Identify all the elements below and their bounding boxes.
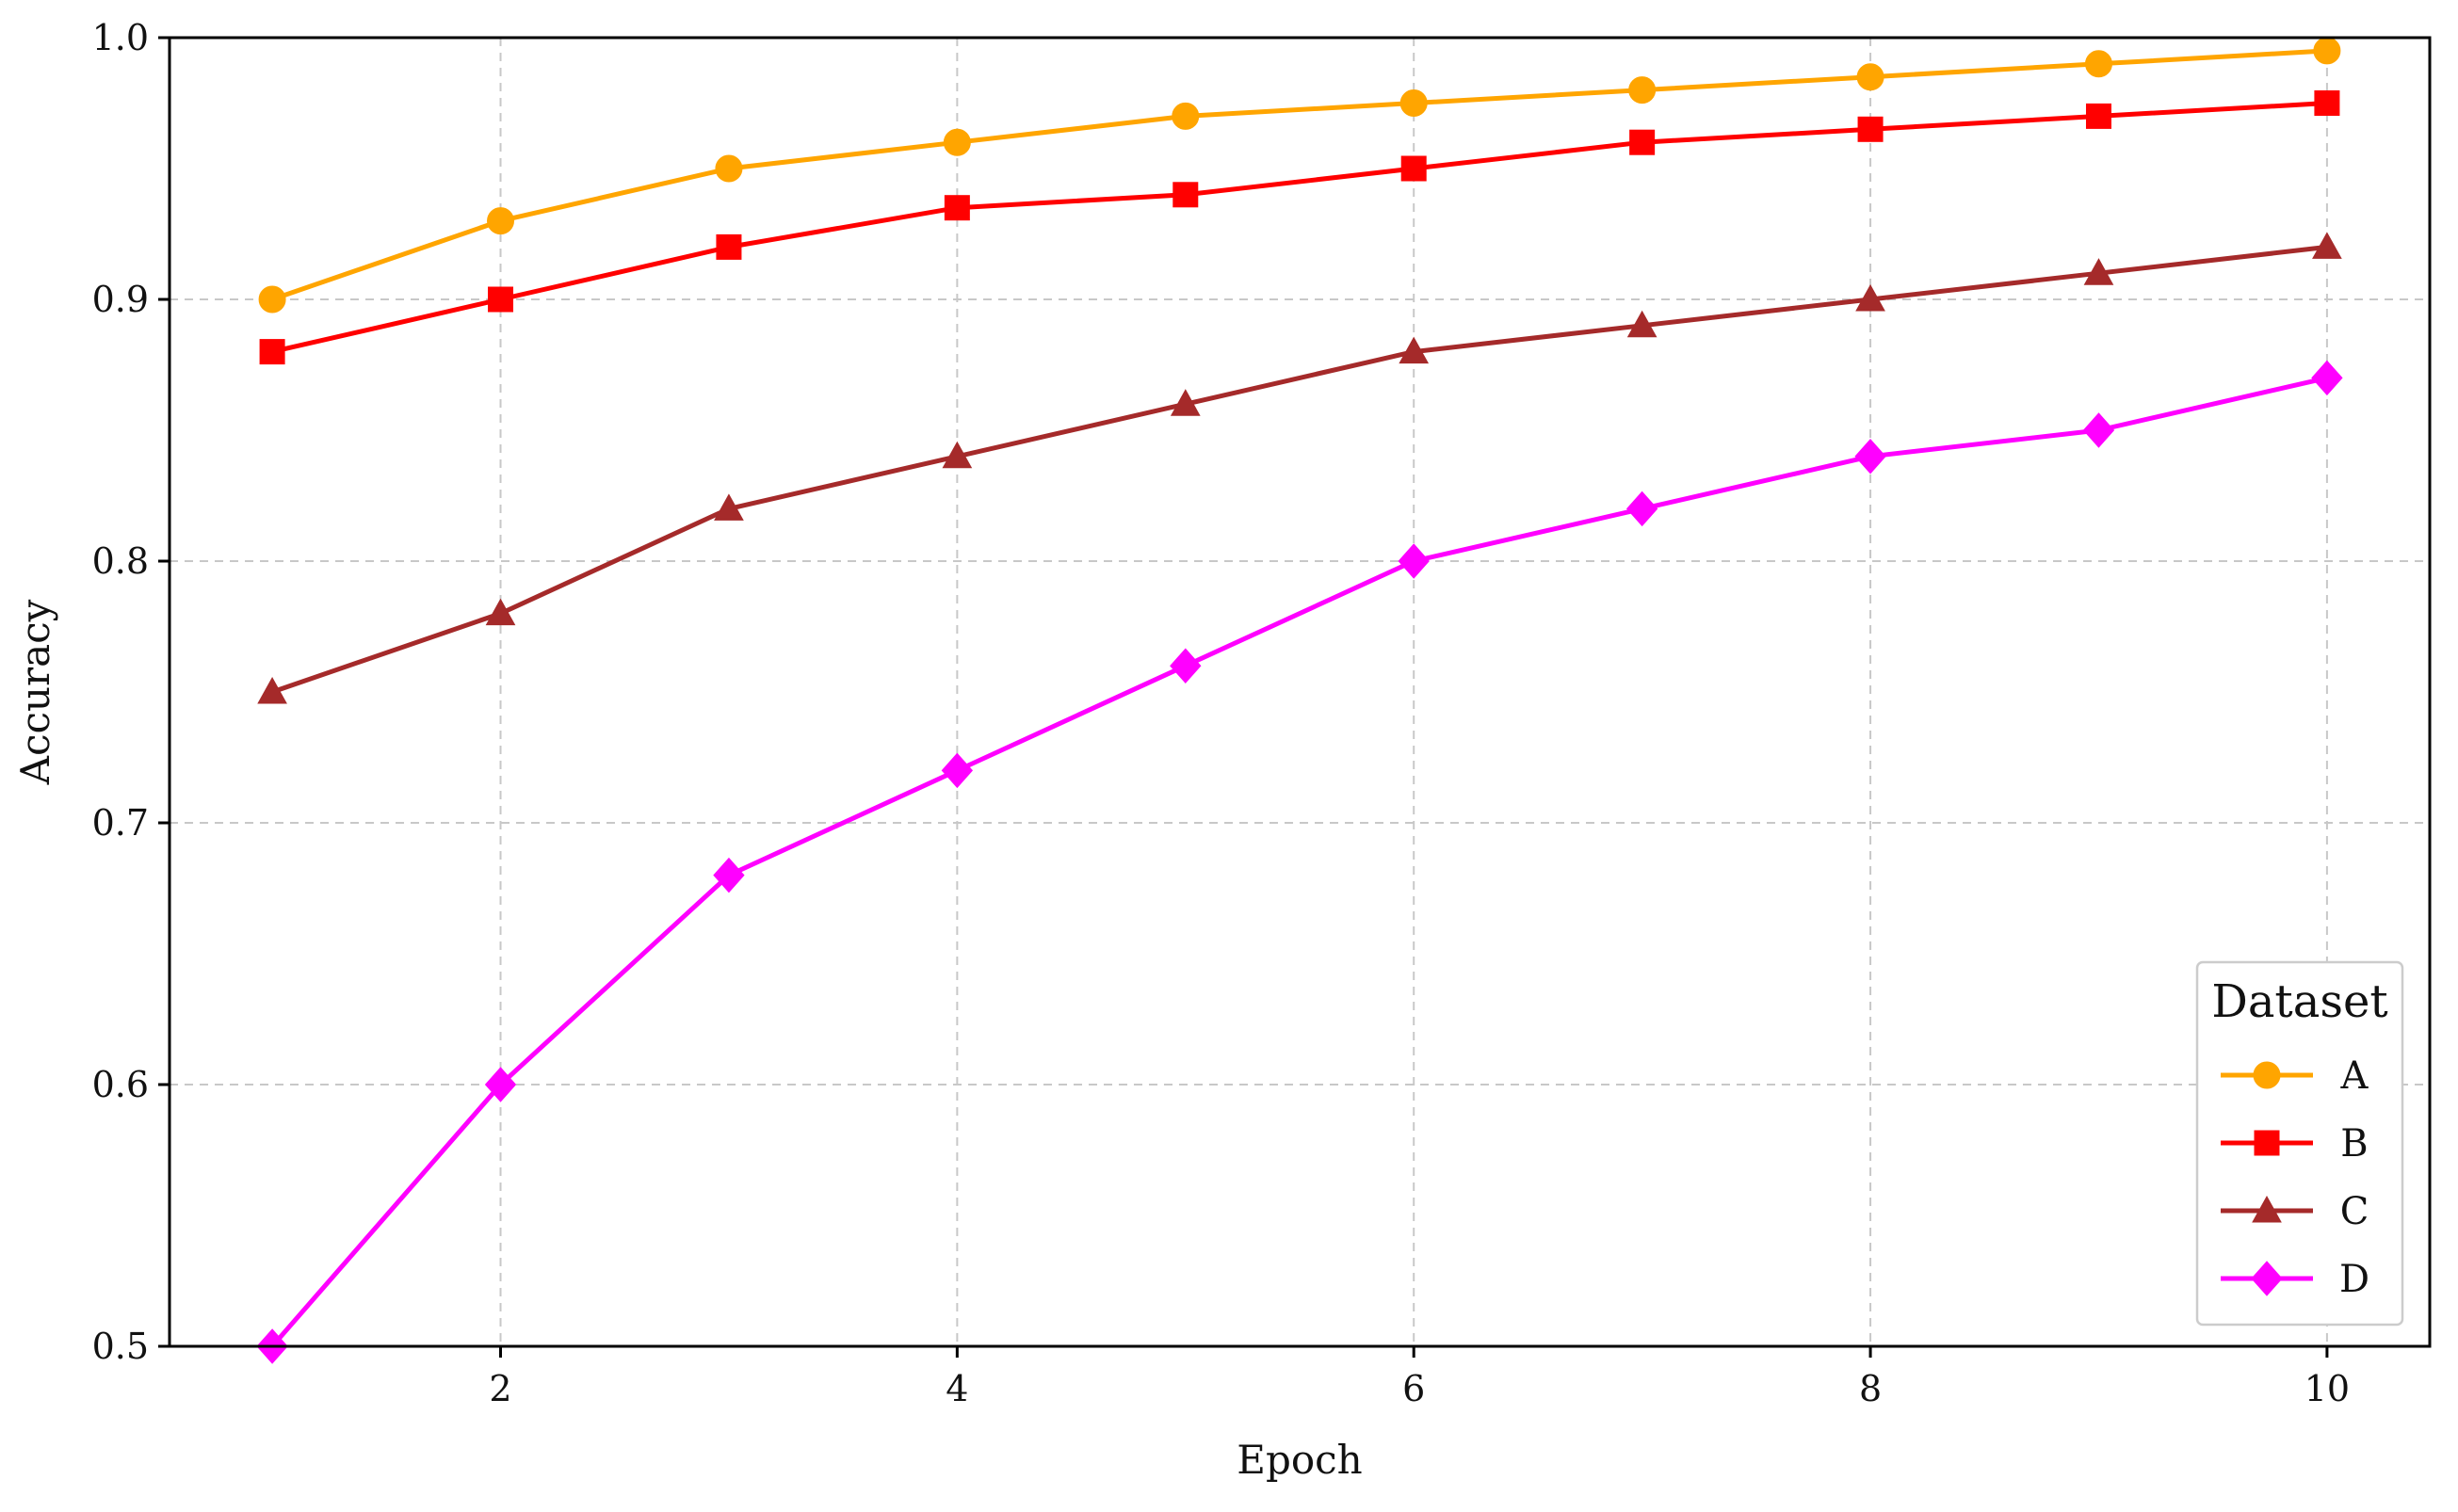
- data-point-A: [1856, 63, 1884, 91]
- x-tick-label: 4: [946, 1368, 968, 1409]
- data-point-B: [944, 195, 970, 221]
- data-point-B: [2085, 103, 2111, 129]
- data-point-D: [2311, 360, 2343, 396]
- legend-marker: [2252, 1195, 2282, 1223]
- data-point-C: [714, 493, 744, 521]
- data-point-D: [1398, 543, 1430, 579]
- data-point-D: [1625, 491, 1658, 527]
- data-point-D: [1170, 648, 1202, 684]
- data-point-C: [942, 441, 973, 469]
- series-group: [256, 37, 2343, 1364]
- data-point-C: [1626, 310, 1658, 338]
- data-point-A: [487, 207, 515, 235]
- data-point-D: [1854, 439, 1886, 475]
- y-tick-label: 1.0: [92, 17, 149, 58]
- data-point-D: [484, 1067, 517, 1102]
- x-tick-label: 6: [1402, 1368, 1425, 1409]
- series-line-B: [271, 101, 2328, 355]
- data-point-B: [1400, 155, 1427, 182]
- data-point-A: [1399, 89, 1428, 117]
- data-point-C: [2312, 232, 2342, 259]
- plot-frame: [168, 36, 2432, 1348]
- data-point-B: [488, 286, 514, 313]
- legend-label: A: [2340, 1054, 2369, 1098]
- series-D: [256, 360, 2343, 1364]
- y-tick-label: 0.5: [92, 1326, 149, 1367]
- legend-entry-B: B: [2221, 1122, 2369, 1166]
- data-point-B: [2314, 90, 2340, 116]
- x-tick-label: 10: [2304, 1368, 2350, 1409]
- y-tick-label: 0.8: [92, 540, 149, 582]
- data-point-B: [1857, 116, 1884, 142]
- y-tick-label: 0.9: [92, 279, 149, 320]
- data-point-A: [943, 128, 971, 156]
- data-point-B: [1629, 129, 1656, 155]
- series-B: [259, 90, 2340, 365]
- data-point-C: [1170, 389, 1201, 416]
- grid-lines: [170, 37, 2430, 1347]
- y-tick-label: 0.6: [92, 1064, 149, 1105]
- x-tick-label: 2: [489, 1368, 511, 1409]
- legend-marker: [2251, 1261, 2283, 1296]
- y-axis-label: Accuracy: [12, 599, 58, 785]
- data-point-C: [485, 598, 516, 626]
- data-point-C: [1855, 283, 1885, 312]
- series-A: [258, 37, 2341, 314]
- data-point-C: [1399, 336, 1430, 364]
- legend-entry-D: D: [2221, 1258, 2369, 1301]
- data-point-B: [259, 339, 285, 365]
- legend-label: D: [2339, 1258, 2369, 1301]
- series-line-A: [271, 48, 2328, 302]
- legend-title: Dataset: [2211, 975, 2387, 1028]
- series-line-C: [271, 244, 2328, 695]
- axes: 2 4 6 8 10 0.5 0.6 0.7 0.8 0.9 1.0: [92, 17, 2351, 1409]
- data-point-D: [2082, 412, 2115, 448]
- data-point-A: [258, 285, 286, 314]
- data-point-A: [715, 154, 743, 183]
- legend-entry-A: A: [2221, 1054, 2369, 1098]
- legend-entry-C: C: [2221, 1190, 2369, 1233]
- data-point-D: [713, 857, 745, 893]
- series-line-D: [270, 375, 2328, 1348]
- x-axis-label: Epoch: [1237, 1437, 1362, 1483]
- x-tick-label: 8: [1859, 1368, 1882, 1409]
- legend-label: C: [2340, 1190, 2369, 1233]
- data-point-B: [1172, 182, 1199, 208]
- y-tick-label: 0.7: [92, 802, 149, 844]
- series-C: [257, 232, 2342, 704]
- legend-marker: [2254, 1130, 2280, 1156]
- data-point-D: [941, 752, 974, 789]
- legend-label: B: [2340, 1122, 2368, 1166]
- data-point-A: [2313, 37, 2341, 65]
- data-point-C: [2083, 258, 2114, 285]
- legend-marker: [2253, 1061, 2281, 1089]
- data-point-A: [2084, 50, 2112, 78]
- data-point-A: [1172, 102, 1200, 130]
- data-point-C: [257, 676, 287, 704]
- data-point-B: [716, 233, 742, 260]
- data-point-A: [1628, 76, 1657, 105]
